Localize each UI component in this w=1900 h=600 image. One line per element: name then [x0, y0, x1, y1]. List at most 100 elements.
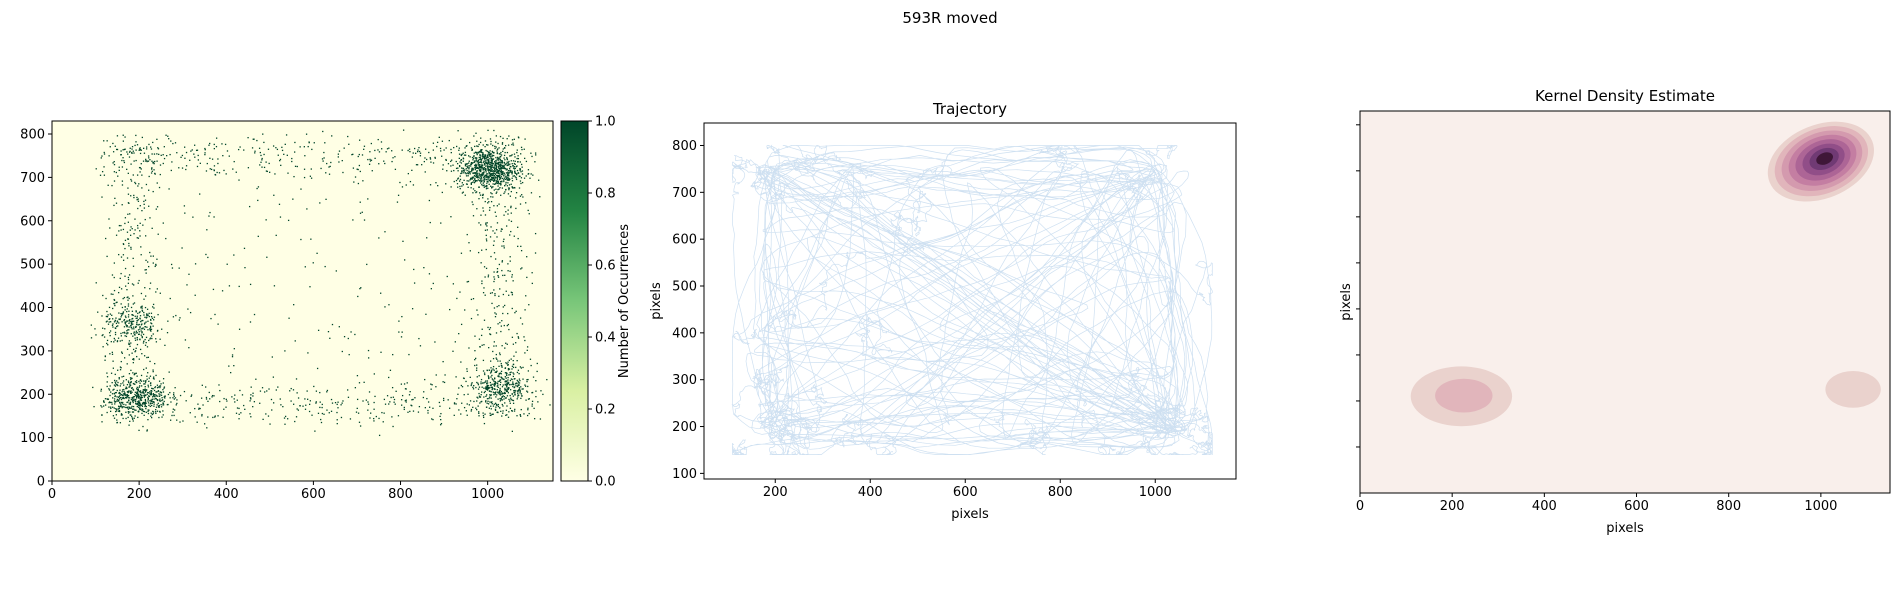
heatmap-point [338, 326, 340, 328]
heatmap-point [475, 191, 477, 194]
heatmap-point [142, 380, 145, 382]
kde-x-tick-label: 0 [1356, 499, 1364, 514]
heatmap-point [499, 178, 502, 180]
heatmap-point [119, 404, 122, 406]
heatmap-point [152, 141, 154, 144]
heatmap-point [527, 409, 529, 411]
heatmap-point [472, 406, 474, 408]
heatmap-point [515, 165, 517, 168]
heatmap-point [471, 156, 474, 159]
heatmap-point [525, 160, 528, 163]
heatmap-point [530, 364, 532, 367]
heatmap-point [415, 152, 417, 154]
heatmap-point [122, 134, 124, 136]
heatmap-point [130, 246, 132, 249]
heatmap-point [137, 207, 139, 210]
heatmap-point [507, 376, 509, 379]
heatmap-point [148, 175, 150, 178]
heatmap-point [114, 403, 116, 405]
heatmap-point [158, 380, 161, 382]
heatmap-point [172, 411, 174, 413]
heatmap-point [493, 179, 496, 182]
heatmap-point [136, 355, 138, 358]
heatmap-point [500, 165, 502, 167]
trajectory-x-tick-label: 400 [858, 485, 883, 500]
trajectory-y-tick-label: 500 [672, 280, 697, 295]
heatmap-point [163, 387, 165, 389]
heatmap-point [112, 318, 114, 320]
heatmap-point [476, 167, 478, 169]
kde-x-tick-label: 800 [1716, 499, 1741, 514]
heatmap-point [128, 386, 130, 388]
heatmap-point [439, 424, 442, 426]
heatmap-point [512, 382, 514, 385]
heatmap-point [484, 276, 486, 278]
heatmap-point [153, 307, 155, 309]
heatmap-point [489, 161, 491, 164]
heatmap-point [135, 403, 137, 405]
heatmap-point [143, 396, 146, 398]
heatmap-point [128, 399, 130, 402]
heatmap-point [501, 399, 504, 401]
heatmap-point [486, 165, 488, 167]
heatmap-point [365, 399, 368, 401]
heatmap-point [501, 143, 504, 145]
heatmap-point [516, 149, 518, 151]
heatmap-point [161, 399, 164, 401]
heatmap-point [130, 320, 132, 322]
heatmap-point [520, 182, 522, 185]
heatmap-point [256, 187, 258, 190]
heatmap-point [495, 180, 497, 182]
heatmap-point [508, 219, 510, 221]
heatmap-point [520, 397, 522, 400]
heatmap-point [426, 237, 428, 239]
heatmap-point [144, 218, 146, 221]
heatmap-point [498, 376, 500, 378]
heatmap-point [497, 380, 499, 383]
heatmap-point [322, 130, 324, 133]
heatmap-point [126, 320, 128, 322]
heatmap-point [266, 170, 268, 173]
heatmap-point [262, 418, 264, 421]
heatmap-point [356, 407, 358, 410]
heatmap-point [495, 165, 498, 167]
heatmap-point [266, 390, 268, 392]
heatmap-point [476, 367, 478, 369]
heatmap-point [140, 307, 142, 309]
heatmap-point [486, 173, 488, 175]
heatmap-point [505, 390, 508, 393]
heatmap-point [106, 376, 109, 378]
heatmap-point [511, 143, 513, 146]
heatmap-point [486, 389, 489, 391]
heatmap-point [369, 160, 372, 162]
heatmap-point [127, 416, 129, 419]
heatmap-point [447, 399, 449, 401]
heatmap-point [499, 321, 501, 324]
heatmap-point [490, 192, 492, 194]
heatmap-point [509, 407, 512, 410]
heatmap-point [508, 175, 510, 177]
heatmap-point [530, 152, 532, 154]
heatmap-point [491, 158, 493, 160]
heatmap-point [138, 331, 140, 333]
heatmap-point [293, 304, 295, 306]
heatmap-point [491, 302, 493, 305]
heatmap-point [448, 407, 451, 409]
heatmap-point [508, 328, 510, 331]
heatmap-point [480, 165, 482, 167]
heatmap-point [478, 156, 480, 159]
heatmap-point [142, 224, 144, 226]
heatmap-point [155, 391, 157, 393]
heatmap-point [517, 389, 520, 392]
heatmap-point [512, 375, 514, 378]
heatmap-point [463, 406, 466, 409]
heatmap-point [172, 394, 175, 396]
heatmap-point [198, 408, 200, 410]
heatmap-point [494, 164, 496, 166]
heatmap-point [495, 166, 498, 168]
heatmap-point [265, 161, 267, 163]
heatmap-point [464, 163, 467, 165]
heatmap-point [510, 371, 512, 373]
heatmap-point [125, 324, 127, 326]
heatmap-point [150, 322, 152, 324]
